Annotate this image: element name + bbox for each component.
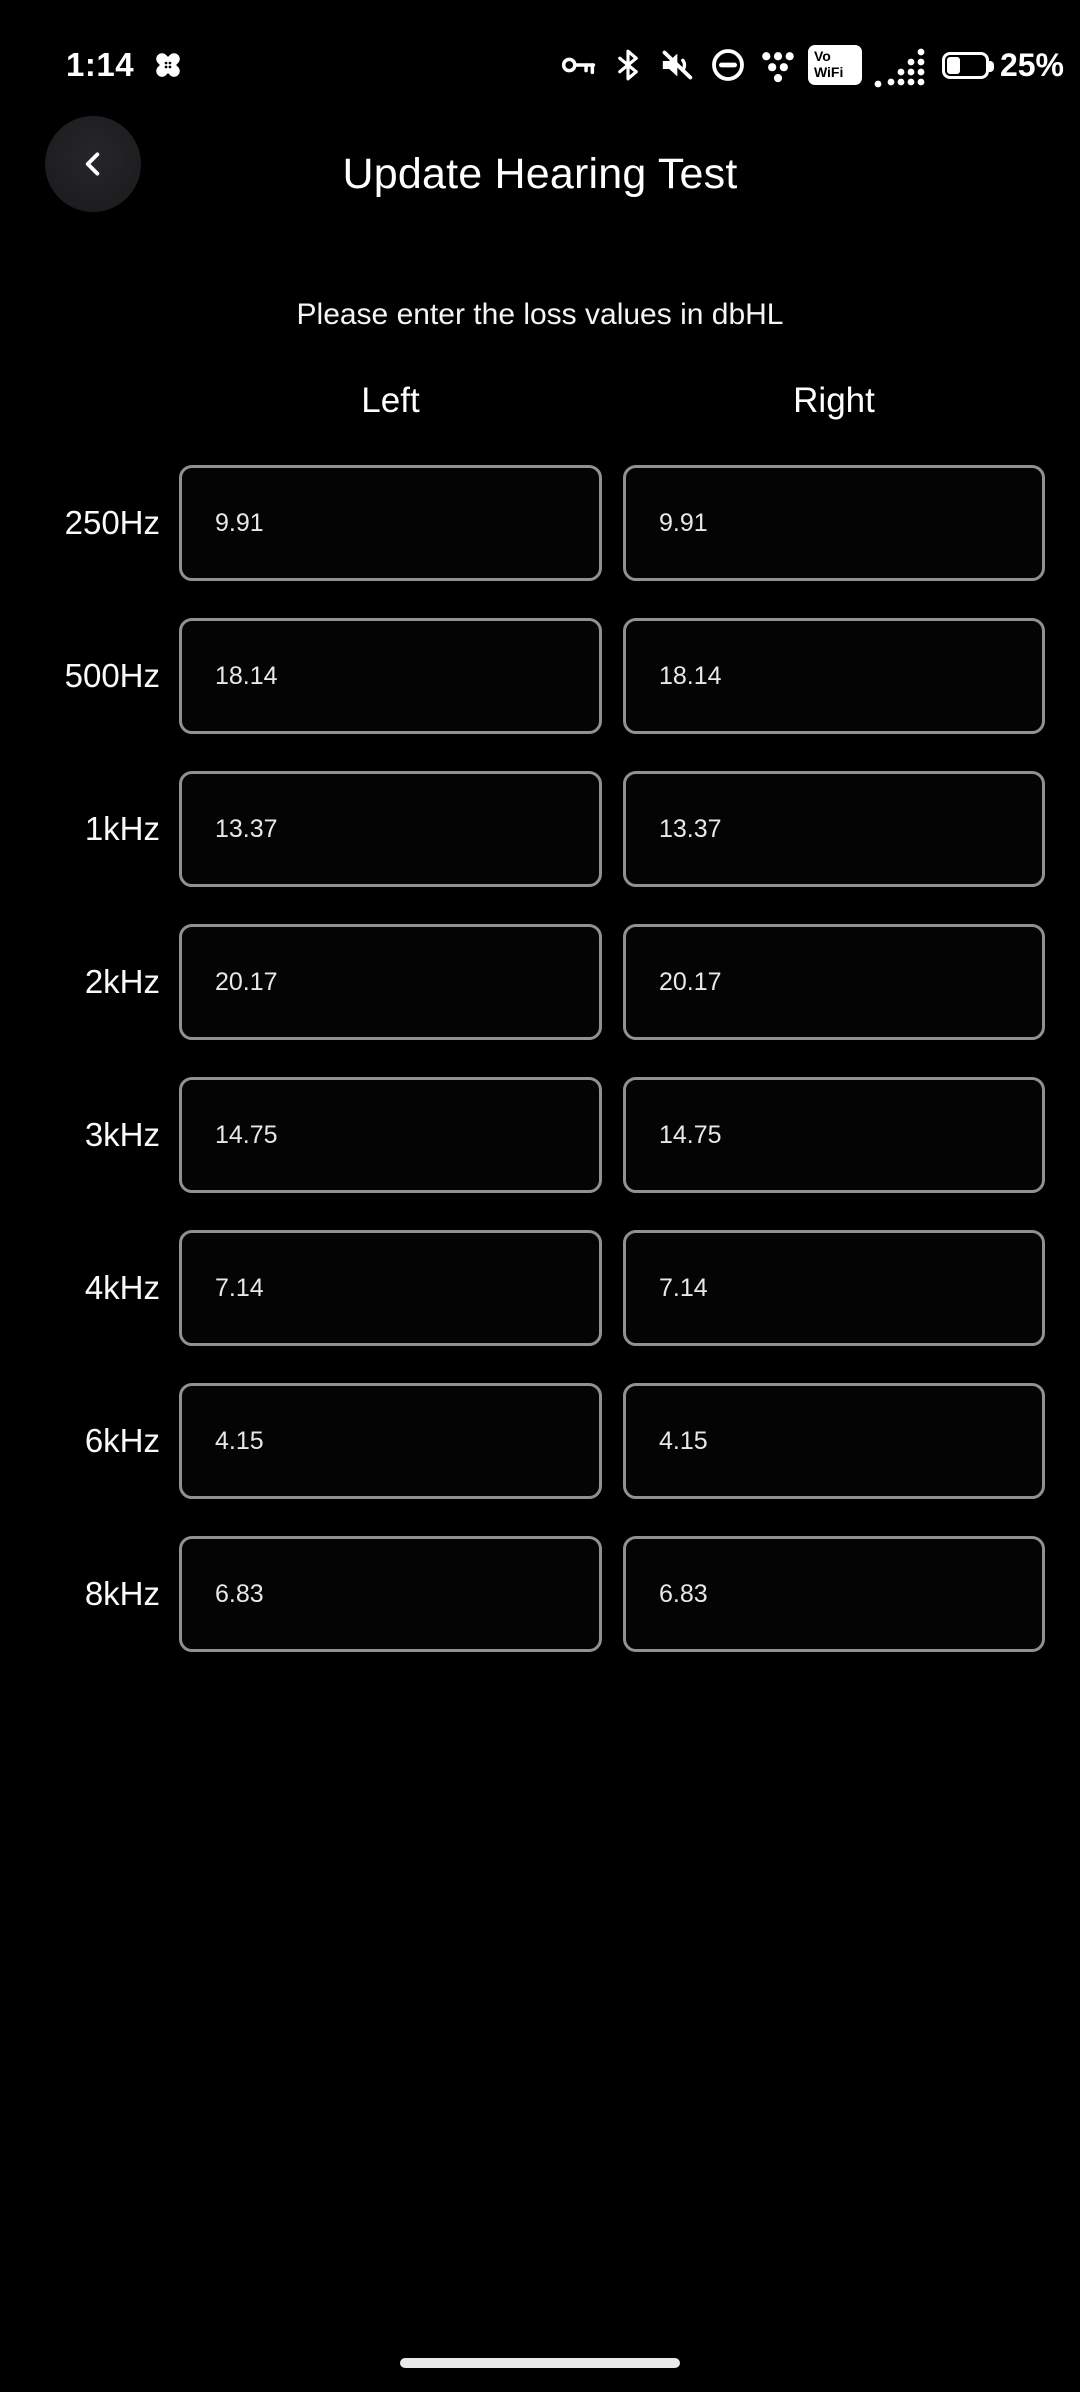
clock: 1:14: [66, 46, 135, 83]
table-row-4khz: 4kHz: [0, 1230, 1080, 1346]
battery-icon: [941, 51, 994, 79]
column-header-right: Right: [793, 381, 875, 420]
key-icon: [561, 57, 596, 75]
battery-fill: [946, 56, 960, 74]
input-right-3khz[interactable]: [623, 1077, 1045, 1193]
table-row-2khz: 2kHz: [0, 924, 1080, 1040]
volume-muted-icon: [662, 50, 693, 80]
frequency-label: 8kHz: [84, 1575, 160, 1612]
bandage-icon: [156, 53, 180, 77]
frequency-label: 4kHz: [84, 1269, 160, 1306]
frequency-label: 6kHz: [84, 1422, 160, 1459]
input-right-6khz[interactable]: [623, 1383, 1045, 1499]
input-left-1khz[interactable]: [179, 771, 602, 887]
frequency-label: 500Hz: [64, 657, 160, 694]
status-bar: 1:14: [0, 0, 1080, 106]
table-row-3khz: 3kHz: [0, 1077, 1080, 1193]
chevron-left-icon: [85, 152, 100, 176]
vowifi-line1: Vo: [813, 48, 831, 64]
bluetooth-icon: [618, 49, 638, 81]
battery-nub: [988, 60, 994, 72]
input-left-4khz[interactable]: [179, 1230, 602, 1346]
frequency-label: 3kHz: [84, 1116, 160, 1153]
vowifi-badge: Vo WiFi: [807, 45, 862, 85]
frequency-label: 2kHz: [84, 963, 160, 1000]
column-header-left: Left: [361, 381, 420, 420]
input-left-2khz[interactable]: [179, 924, 602, 1040]
table-row-250hz: 250Hz: [0, 465, 1080, 581]
input-left-250hz[interactable]: [179, 465, 602, 581]
input-right-8khz[interactable]: [623, 1536, 1045, 1652]
table-row-500hz: 500Hz: [0, 618, 1080, 734]
input-right-4khz[interactable]: [623, 1230, 1045, 1346]
do-not-disturb-icon: [712, 49, 744, 81]
input-right-500hz[interactable]: [623, 618, 1045, 734]
input-left-3khz[interactable]: [179, 1077, 602, 1193]
status-bar-right: Vo WiFi 25%: [557, 41, 1064, 89]
vowifi-line2: WiFi: [813, 64, 844, 80]
page-title: Update Hearing Test: [342, 150, 738, 198]
hearing-values-table: 250Hz 500Hz 1kHz 2kHz 3kHz 4kHz: [0, 465, 1080, 1689]
home-indicator[interactable]: [400, 2358, 680, 2368]
battery-percent: 25%: [999, 46, 1064, 83]
input-right-2khz[interactable]: [623, 924, 1045, 1040]
table-row-8khz: 8kHz: [0, 1536, 1080, 1652]
back-button[interactable]: [45, 116, 141, 212]
frequency-label: 250Hz: [64, 504, 160, 541]
frequency-label: 1kHz: [84, 810, 160, 847]
input-left-500hz[interactable]: [179, 618, 602, 734]
instruction-text: Please enter the loss values in dbHL: [296, 298, 784, 331]
input-right-250hz[interactable]: [623, 465, 1045, 581]
input-right-1khz[interactable]: [623, 771, 1045, 887]
dots-triangle-icon: [762, 52, 794, 83]
table-row-1khz: 1kHz: [0, 771, 1080, 887]
signal-strength-icon: [874, 48, 925, 88]
input-left-8khz[interactable]: [179, 1536, 602, 1652]
input-left-6khz[interactable]: [179, 1383, 602, 1499]
status-bar-left: 1:14: [66, 46, 186, 84]
table-row-6khz: 6kHz: [0, 1383, 1080, 1499]
